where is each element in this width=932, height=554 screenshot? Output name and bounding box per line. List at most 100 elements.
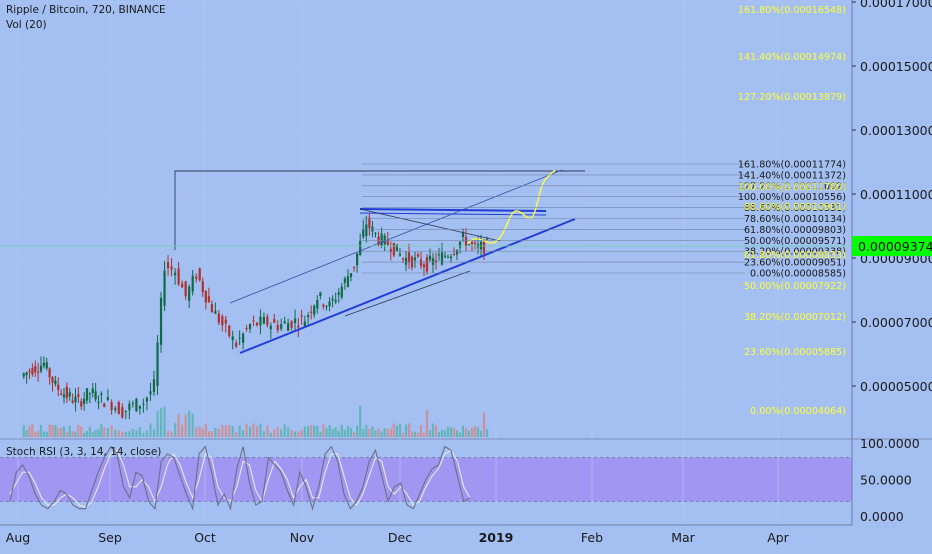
volume-bar bbox=[252, 423, 255, 437]
candle-body bbox=[346, 276, 350, 287]
descending-line bbox=[359, 208, 501, 242]
volume-bar bbox=[461, 425, 465, 437]
volume-bar bbox=[440, 429, 444, 437]
volume-bar bbox=[238, 425, 241, 437]
candle-body bbox=[217, 313, 220, 323]
volume-bar bbox=[121, 431, 124, 437]
volume-bar bbox=[319, 431, 322, 437]
candle-body bbox=[310, 311, 313, 313]
candle-body bbox=[39, 365, 43, 372]
candle-body bbox=[231, 336, 234, 341]
volume-bar bbox=[181, 424, 184, 437]
volume-bar bbox=[386, 428, 389, 437]
candle-body bbox=[413, 257, 417, 261]
candle-body bbox=[303, 321, 306, 327]
volume-bar bbox=[334, 427, 337, 437]
volume-bar bbox=[337, 431, 340, 437]
volume-bar bbox=[221, 424, 224, 437]
volume-bar bbox=[97, 428, 100, 437]
volume-bar bbox=[431, 423, 435, 437]
volume-bar bbox=[100, 423, 103, 437]
candle-body bbox=[51, 376, 54, 383]
volume-bar bbox=[352, 432, 356, 437]
candle-body bbox=[419, 259, 423, 266]
candle-body bbox=[340, 286, 343, 298]
candle-body bbox=[100, 393, 103, 395]
candle-body bbox=[121, 407, 124, 418]
candle-body bbox=[60, 393, 63, 395]
volume-bar bbox=[413, 431, 417, 437]
volume-bar bbox=[28, 426, 31, 437]
fib-level-label: 61.80%(0.00009803) bbox=[744, 225, 846, 236]
candle-body bbox=[204, 290, 207, 303]
volume-bar bbox=[198, 426, 201, 437]
volume-bar bbox=[470, 427, 474, 437]
volume-bar bbox=[297, 431, 300, 437]
candle-body bbox=[428, 255, 432, 260]
stoch-rsi-lines bbox=[9, 445, 471, 511]
candle-body bbox=[343, 278, 346, 283]
candle-body bbox=[467, 243, 471, 245]
fib-level-label: 141.40%(0.00011372) bbox=[738, 170, 846, 181]
volume-bar bbox=[310, 425, 313, 437]
volume-bar bbox=[103, 427, 106, 437]
volume-bar bbox=[77, 424, 80, 437]
stoch-rsi-label: Stoch RSI (3, 3, 14, 14, close) bbox=[6, 446, 162, 458]
candle-body bbox=[128, 403, 131, 411]
volume-bar bbox=[131, 429, 134, 437]
volume-bar bbox=[313, 425, 316, 437]
fib-extension-label: 100.00%(0.00011780) bbox=[738, 182, 846, 193]
candle-body bbox=[470, 241, 474, 244]
fib-extension-label: 61.80%(0.00008833) bbox=[744, 250, 846, 261]
support-thin-line bbox=[344, 270, 471, 317]
candle-body bbox=[461, 232, 465, 238]
volume-bar bbox=[142, 432, 145, 437]
candle-body bbox=[359, 240, 362, 256]
drawings[interactable] bbox=[0, 169, 852, 354]
candle-body bbox=[422, 264, 426, 268]
volume-bar bbox=[42, 431, 45, 437]
volume-bar bbox=[365, 424, 368, 437]
volume-bar bbox=[235, 432, 238, 437]
volume-bar bbox=[371, 426, 374, 437]
candle-body bbox=[365, 224, 368, 237]
fib-extension-label: 23.60%(0.00005885) bbox=[744, 347, 846, 358]
candle-body bbox=[395, 244, 399, 252]
candle-body bbox=[181, 283, 184, 288]
candle-body bbox=[287, 322, 290, 331]
candle-body bbox=[145, 397, 149, 402]
volume-bar bbox=[177, 414, 180, 437]
candle-body bbox=[319, 292, 322, 296]
candle-body bbox=[68, 392, 71, 397]
volume-bar bbox=[467, 430, 471, 437]
volume-bar bbox=[437, 432, 441, 437]
candle-body bbox=[322, 304, 325, 307]
volume-bar bbox=[128, 431, 131, 437]
candle-body bbox=[398, 253, 402, 256]
volume-bar bbox=[266, 425, 269, 437]
volume-bar bbox=[404, 424, 408, 437]
volume-bar bbox=[269, 432, 272, 437]
volume-bar bbox=[159, 408, 163, 437]
candle-body bbox=[62, 394, 66, 398]
candle-body bbox=[297, 325, 300, 328]
volume-bar bbox=[485, 429, 489, 437]
candle-body bbox=[177, 268, 180, 285]
volume-bar bbox=[110, 425, 113, 437]
candle-body bbox=[386, 240, 389, 246]
volume-bar bbox=[458, 432, 462, 437]
candle-body bbox=[163, 270, 166, 306]
candle-body bbox=[114, 408, 117, 410]
volume-bar bbox=[410, 431, 414, 437]
candle-body bbox=[71, 400, 74, 403]
candle-body bbox=[65, 386, 68, 399]
fib-extension-label: 141.40%(0.00014974) bbox=[738, 52, 846, 63]
volume-bar bbox=[60, 427, 63, 437]
volume-bar bbox=[80, 426, 83, 437]
volume-bar bbox=[245, 423, 248, 437]
projection-path bbox=[467, 169, 556, 245]
time-tick-label: Mar bbox=[671, 530, 695, 545]
volume-bar bbox=[184, 414, 187, 437]
volume-bar bbox=[380, 431, 383, 437]
